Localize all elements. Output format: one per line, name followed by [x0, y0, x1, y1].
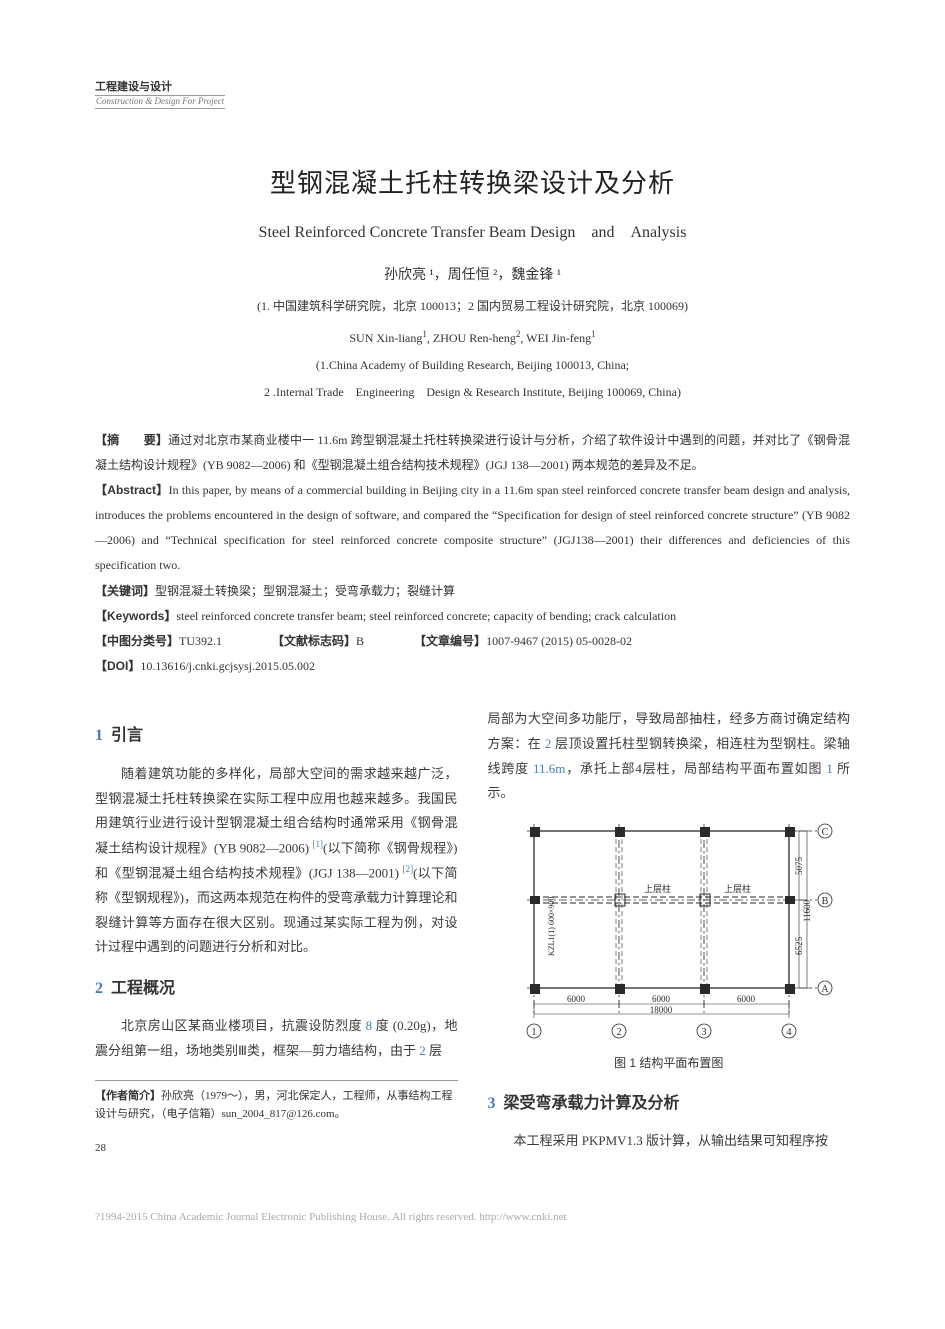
section-3-para: 本工程采用 PKPMV1.3 版计算，从输出结果可知程序按 [488, 1129, 851, 1154]
body-columns: 1 引言 随着建筑功能的多样化，局部大空间的需求越来越广泛，型钢混凝土托柱转换梁在… [95, 707, 850, 1159]
author-3-sup: 1 [591, 329, 596, 339]
authors-en: SUN Xin-liang1, ZHOU Ren-heng2, WEI Jin-… [95, 326, 850, 350]
doc-label: 【文献标志码】 [272, 634, 356, 648]
right-column: 局部为大空间多功能厅，导致局部抽柱，经多方商讨确定结构方案：在 2 层顶设置托柱… [488, 707, 851, 1159]
clc-label: 【中图分类号】 [95, 634, 179, 648]
class-row-1: 【中图分类号】TU392.1 【文献标志码】B 【文章编号】1007-9467 … [95, 629, 850, 654]
paper-title-cn: 型钢混凝土托柱转换梁设计及分析 [95, 159, 850, 208]
section-1-num: 1 [95, 727, 103, 744]
author-1-sup: 1 [422, 329, 427, 339]
abstract-cn-row: 【摘 要】通过对北京市某商业楼中一 11.6m 跨型钢混凝土托柱转换梁进行设计与… [95, 428, 850, 478]
doi-row: 【DOI】10.13616/j.cnki.gcjsysj.2015.05.002 [95, 654, 850, 679]
fig-beam-size: KZL1(1) 600×900 [547, 897, 556, 956]
figure-1: 上层柱 上层柱 KZL1(1) 600×900 C B A 1 2 3 4 [488, 816, 851, 1075]
keywords-cn-row: 【关键词】型钢混凝土转换梁；型钢混凝土；受弯承载力；裂缝计算 [95, 579, 850, 604]
affiliation-en-2: 2 .Internal Trade Engineering Design & R… [95, 381, 850, 404]
affiliation-en-1: (1.China Academy of Building Research, B… [95, 354, 850, 377]
abstract-cn-label: 【摘 要】 [95, 433, 168, 447]
art-label: 【文章编号】 [414, 634, 486, 648]
author-3-en: WEI Jin-feng [526, 331, 591, 345]
axis-c: C [821, 827, 828, 838]
art-value: 1007-9467 (2015) 05-0028-02 [486, 634, 632, 648]
abstract-en-label: 【Abstract】 [95, 483, 169, 497]
s2-p2c: ，承托上部4层柱，局部结构平面布置如图 [565, 761, 826, 776]
ref-2: [2] [403, 864, 414, 874]
author-bio-footnote: 【作者简介】孙欣亮（1979～），男，河北保定人，工程师，从事结构工程设计与研究… [95, 1087, 458, 1124]
meta-block: 【摘 要】通过对北京市某商业楼中一 11.6m 跨型钢混凝土托柱转换梁进行设计与… [95, 428, 850, 680]
author-2-en: ZHOU Ren-heng [433, 331, 516, 345]
cnki-watermark: ?1994-2015 China Academic Journal Electr… [95, 1199, 850, 1228]
keywords-cn-text: 型钢混凝土转换梁；型钢混凝土；受弯承载力；裂缝计算 [155, 584, 455, 598]
title-block: 型钢混凝土托柱转换梁设计及分析 Steel Reinforced Concret… [95, 159, 850, 404]
keywords-en-text: steel reinforced concrete transfer beam;… [176, 609, 676, 623]
dim-bay3: 6000 [737, 994, 756, 1004]
section-3-title: 梁受弯承载力计算及分析 [504, 1095, 680, 1112]
section-1-title: 引言 [111, 727, 143, 744]
ref-1: [1] [313, 839, 324, 849]
dim-bay2: 6000 [652, 994, 671, 1004]
footnote-label: 【作者简介】 [95, 1090, 161, 1102]
dim-bay1: 6000 [567, 994, 586, 1004]
abstract-en-text: In this paper, by means of a commercial … [95, 483, 850, 573]
grid-4: 4 [786, 1027, 791, 1038]
axis-b: B [821, 896, 828, 907]
journal-name-cn: 工程建设与设计 [95, 80, 850, 94]
author-1-en: SUN Xin-liang [349, 331, 422, 345]
keywords-en-label: 【Keywords】 [95, 609, 176, 623]
doi-value: 10.13616/j.cnki.gcjsysj.2015.05.002 [140, 659, 315, 673]
figure-1-svg: 上层柱 上层柱 KZL1(1) 600×900 C B A 1 2 3 4 [499, 816, 839, 1046]
figure-1-caption: 图 1 结构平面布置图 [488, 1052, 851, 1075]
page-number: 28 [95, 1138, 458, 1159]
section-2-num: 2 [95, 980, 103, 997]
section-2-para-2: 局部为大空间多功能厅，导致局部抽柱，经多方商讨确定结构方案：在 2 层顶设置托柱… [488, 707, 851, 806]
section-3-heading: 3 梁受弯承载力计算及分析 [488, 1089, 851, 1119]
section-2-title: 工程概况 [111, 980, 175, 997]
grid-2: 2 [616, 1027, 621, 1038]
section-2-para-1: 北京房山区某商业楼项目，抗震设防烈度 8 度 (0.20g)，地震分组第一组，场… [95, 1014, 458, 1063]
doi-label: 【DOI】 [95, 659, 140, 673]
fig-upper-col-1: 上层柱 [644, 883, 671, 894]
journal-name-en: Construction & Design For Project [95, 95, 225, 109]
section-1-para: 随着建筑功能的多样化，局部大空间的需求越来越广泛，型钢混凝土托柱转换梁在实际工程… [95, 762, 458, 960]
author-2-sup: 2 [516, 329, 521, 339]
dim-h2: 6525 [794, 937, 804, 956]
fig-upper-col-2: 上层柱 [724, 883, 751, 894]
grid-3: 3 [701, 1027, 706, 1038]
footnote-rule [95, 1080, 458, 1081]
section-2-heading: 2 工程概况 [95, 974, 458, 1004]
dim-h1: 5075 [794, 857, 804, 876]
s2-p1c: 层 [426, 1043, 442, 1058]
dim-total: 18000 [650, 1005, 673, 1015]
abstract-cn-text: 通过对北京市某商业楼中一 11.6m 跨型钢混凝土托柱转换梁进行设计与分析，介绍… [95, 433, 850, 472]
s2-p1a: 北京房山区某商业楼项目，抗震设防烈度 [121, 1018, 366, 1033]
left-column: 1 引言 随着建筑功能的多样化，局部大空间的需求越来越广泛，型钢混凝土托柱转换梁在… [95, 707, 458, 1159]
grid-1: 1 [531, 1027, 536, 1038]
clc-value: TU392.1 [179, 634, 222, 648]
journal-header: 工程建设与设计 Construction & Design For Projec… [95, 80, 850, 109]
section-1-heading: 1 引言 [95, 721, 458, 751]
abstract-en-row: 【Abstract】In this paper, by means of a c… [95, 478, 850, 579]
axis-a: A [821, 984, 829, 995]
dim-htotal: 11600 [802, 900, 812, 923]
paper-title-en: Steel Reinforced Concrete Transfer Beam … [95, 218, 850, 248]
keywords-en-row: 【Keywords】steel reinforced concrete tran… [95, 604, 850, 629]
s2-num-116: 11.6m [533, 761, 565, 776]
section-3-num: 3 [488, 1095, 496, 1112]
doc-value: B [356, 634, 364, 648]
affiliation-cn: (1. 中国建筑科学研究院，北京 100013；2 国内贸易工程设计研究院，北京… [95, 295, 850, 318]
authors-cn: 孙欣亮 ¹，周任恒 ²，魏金锋 ¹ [95, 263, 850, 290]
keywords-cn-label: 【关键词】 [95, 584, 155, 598]
